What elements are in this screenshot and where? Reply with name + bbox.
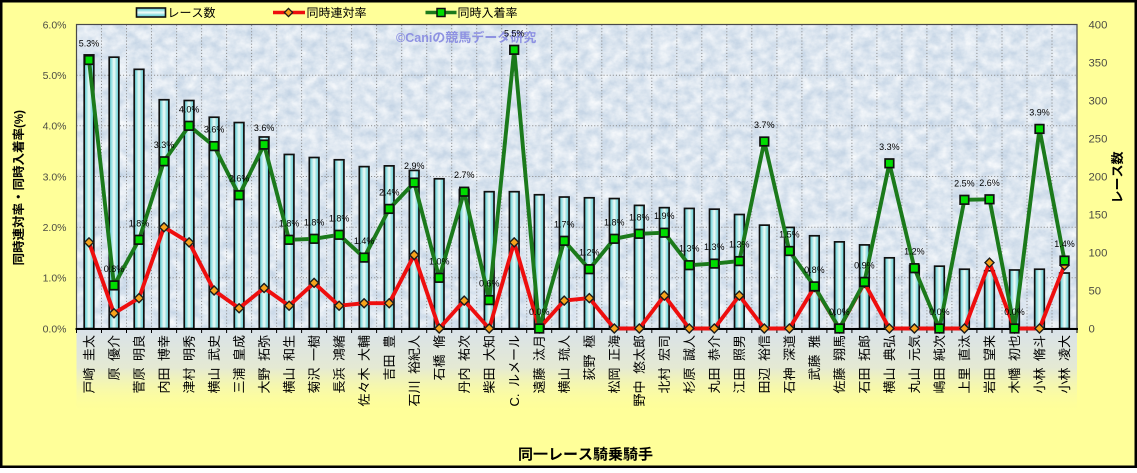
svg-text:0.8%: 0.8% — [804, 265, 825, 275]
svg-text:1.3%: 1.3% — [679, 244, 700, 254]
svg-text:3.9%: 3.9% — [1029, 107, 1050, 117]
svg-text:1.0%: 1.0% — [429, 256, 450, 266]
svg-text:1.2%: 1.2% — [904, 247, 925, 257]
svg-text:4.0%: 4.0% — [43, 121, 67, 133]
svg-text:0.0%: 0.0% — [829, 307, 850, 317]
svg-text:5.5%: 5.5% — [504, 28, 525, 38]
svg-text:2.4%: 2.4% — [379, 187, 400, 197]
svg-text:1.3%: 1.3% — [704, 242, 725, 252]
svg-text:200: 200 — [1089, 172, 1108, 184]
svg-text:1.8%: 1.8% — [604, 217, 625, 227]
svg-text:0.0%: 0.0% — [1004, 307, 1025, 317]
svg-text:2.6%: 2.6% — [979, 178, 1000, 188]
svg-text:1.4%: 1.4% — [354, 236, 375, 246]
svg-text:1.9%: 1.9% — [654, 211, 675, 221]
svg-text:2.0%: 2.0% — [43, 222, 67, 234]
svg-text:100: 100 — [1089, 248, 1108, 260]
svg-text:1.7%: 1.7% — [554, 219, 575, 229]
svg-text:400: 400 — [1089, 20, 1108, 32]
svg-text:1.4%: 1.4% — [1054, 239, 1075, 249]
svg-text:3.3%: 3.3% — [879, 142, 900, 152]
svg-text:1.8%: 1.8% — [129, 218, 150, 228]
svg-text:300: 300 — [1089, 96, 1108, 108]
svg-text:0.0%: 0.0% — [929, 307, 950, 317]
svg-text:0: 0 — [1089, 324, 1095, 336]
svg-text:3.0%: 3.0% — [43, 171, 67, 183]
svg-text:0.0%: 0.0% — [529, 307, 550, 317]
svg-text:3.6%: 3.6% — [204, 125, 225, 135]
svg-text:5.0%: 5.0% — [43, 70, 67, 82]
svg-text:0.0%: 0.0% — [43, 323, 67, 335]
svg-text:1.8%: 1.8% — [304, 217, 325, 227]
svg-text:1.8%: 1.8% — [279, 218, 300, 228]
svg-text:150: 150 — [1089, 210, 1108, 222]
svg-text:50: 50 — [1089, 286, 1102, 298]
svg-text:©Cani: ©Cani — [396, 31, 432, 45]
svg-text:2.7%: 2.7% — [454, 170, 475, 180]
svg-text:1.8%: 1.8% — [329, 213, 350, 223]
svg-text:5.3%: 5.3% — [79, 39, 100, 49]
svg-text:0.9%: 0.9% — [854, 260, 875, 270]
svg-text:2.6%: 2.6% — [229, 174, 250, 184]
svg-text:1.8%: 1.8% — [629, 212, 650, 222]
svg-text:6.0%: 6.0% — [43, 19, 67, 31]
svg-text:3.7%: 3.7% — [754, 120, 775, 130]
svg-text:1.0%: 1.0% — [43, 273, 67, 285]
svg-text:4.0%: 4.0% — [179, 104, 200, 114]
svg-text:3.3%: 3.3% — [154, 140, 175, 150]
svg-text:250: 250 — [1089, 134, 1108, 146]
svg-text:1.3%: 1.3% — [729, 240, 750, 250]
svg-text:2.5%: 2.5% — [954, 178, 975, 188]
svg-text:1.2%: 1.2% — [579, 248, 600, 258]
svg-text:0.6%: 0.6% — [479, 279, 500, 289]
svg-text:2.9%: 2.9% — [404, 161, 425, 171]
svg-text:C.: C. — [507, 394, 522, 407]
svg-text:3.6%: 3.6% — [254, 123, 275, 133]
svg-text:1.5%: 1.5% — [779, 230, 800, 240]
svg-text:0.8%: 0.8% — [104, 264, 125, 274]
svg-text:(%): (%) — [14, 110, 26, 128]
svg-text:350: 350 — [1089, 58, 1108, 70]
